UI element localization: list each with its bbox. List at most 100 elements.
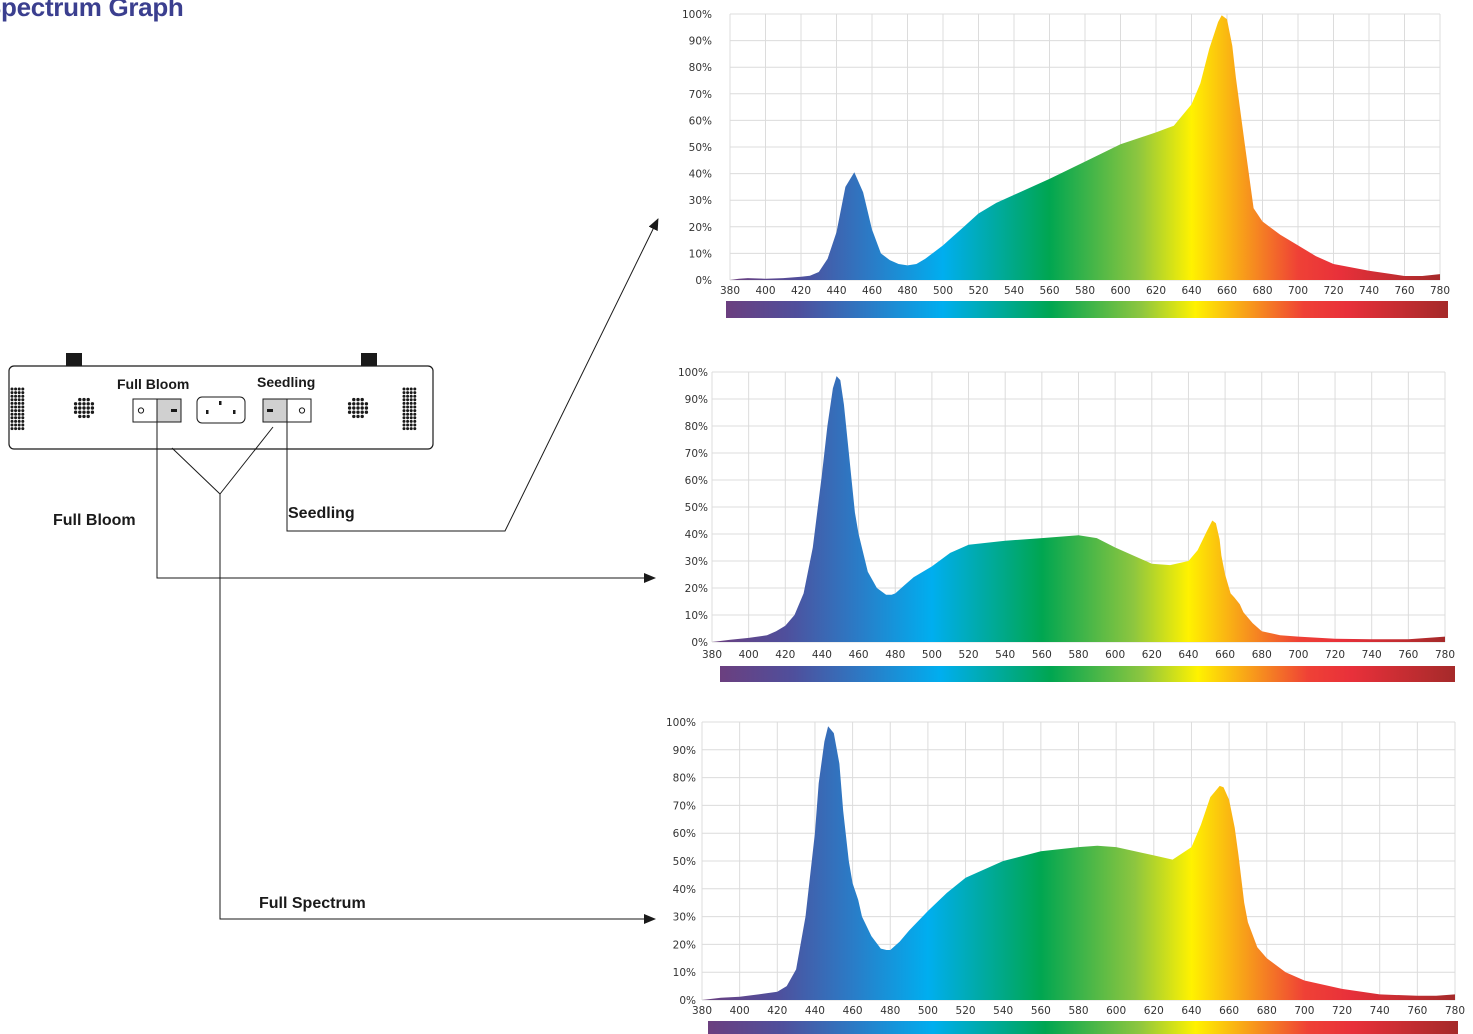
x-tick-label: 400 (730, 1005, 750, 1017)
x-tick-label: 440 (812, 649, 832, 661)
vent-hole (360, 402, 364, 406)
x-tick-label: 760 (1407, 1005, 1427, 1017)
vent-hole (14, 405, 18, 409)
vent-hole (17, 412, 21, 416)
vent-hole (352, 397, 356, 402)
y-tick-label: 0% (695, 275, 712, 287)
vent-hole (17, 423, 21, 427)
vent-hole (352, 406, 356, 410)
y-tick-label: 90% (689, 36, 712, 48)
spectrum-area (730, 15, 1440, 281)
vent-hole (90, 410, 95, 414)
x-tick-label: 620 (1144, 1005, 1164, 1017)
vent-hole (409, 387, 413, 391)
vent-hole (14, 412, 18, 416)
x-tick-label: 640 (1181, 1005, 1201, 1017)
light-fixture: Full Bloom Seedling (8, 353, 434, 450)
x-tick-label: 500 (933, 285, 953, 297)
vent-hole (413, 391, 417, 395)
vent-hole (82, 410, 86, 414)
vent-hole (406, 409, 410, 413)
vent-hole (17, 387, 21, 391)
vent-hole (406, 401, 410, 405)
full-bloom-switch[interactable] (132, 398, 182, 423)
x-tick-label: 520 (959, 649, 979, 661)
vent-hole (360, 406, 364, 410)
vent-hole (413, 409, 417, 413)
y-tick-label: 0% (691, 637, 708, 649)
vent-hole (409, 405, 413, 409)
vent-hole (73, 410, 78, 414)
vent-hole (356, 402, 360, 406)
vent-grille-right-inner (347, 397, 369, 419)
vent-hole (352, 414, 356, 419)
vent-hole (86, 397, 90, 402)
vent-hole (413, 419, 417, 423)
x-tick-label: 680 (1252, 285, 1272, 297)
x-tick-label: 700 (1288, 649, 1308, 661)
x-tick-label: 700 (1294, 1005, 1314, 1017)
vent-hole (364, 402, 369, 406)
vent-hole (10, 427, 14, 431)
y-tick-label: 90% (673, 745, 696, 757)
x-tick-label: 660 (1215, 649, 1235, 661)
vent-hole (10, 394, 14, 398)
spectrum-color-bar (726, 301, 1448, 318)
vent-hole (90, 406, 95, 410)
x-tick-label: 600 (1106, 1005, 1126, 1017)
y-tick-label: 20% (689, 222, 712, 234)
seedling-switch[interactable] (262, 398, 312, 423)
vent-hole (402, 412, 406, 416)
vent-hole (360, 414, 364, 419)
spectrum-area (712, 376, 1445, 642)
vent-hole (21, 394, 25, 398)
y-branch-right (219, 426, 274, 495)
vent-hole (10, 401, 14, 405)
x-tick-label: 460 (843, 1005, 863, 1017)
vent-hole (347, 402, 352, 406)
y-tick-label: 100% (666, 717, 696, 729)
mount-bracket-left (66, 353, 82, 366)
x-tick-label: 760 (1394, 285, 1414, 297)
x-tick-label: 560 (1032, 649, 1052, 661)
x-tick-label: 480 (880, 1005, 900, 1017)
vent-hole (17, 405, 21, 409)
y-tick-label: 50% (685, 502, 708, 514)
vent-hole (409, 398, 413, 402)
x-tick-label: 460 (849, 649, 869, 661)
vent-grille-left (10, 387, 25, 431)
vent-hole (78, 410, 82, 414)
x-tick-label: 680 (1257, 1005, 1277, 1017)
y-tick-label: 80% (689, 62, 712, 74)
x-tick-label: 720 (1325, 649, 1345, 661)
vent-hole (78, 414, 82, 419)
y-tick-label: 70% (685, 448, 708, 460)
x-tick-label: 540 (995, 649, 1015, 661)
vent-hole (406, 416, 410, 420)
x-tick-label: 780 (1430, 285, 1450, 297)
x-tick-label: 560 (1031, 1005, 1051, 1017)
vent-hole (413, 398, 417, 402)
vent-hole (406, 394, 410, 398)
full-spectrum-chart: 0% 10% 20% 30% 40% 50% 60% 70% 80% 90% 100% 380 400 4… (666, 717, 1465, 1034)
full-bloom-connector (156, 422, 656, 583)
x-tick-label: 740 (1362, 649, 1382, 661)
connector-lines (156, 218, 659, 924)
x-tick-label: 740 (1370, 1005, 1390, 1017)
y-tick-label: 60% (689, 115, 712, 127)
vent-hole (360, 410, 364, 414)
x-tick-label: 540 (993, 1005, 1013, 1017)
vent-hole (21, 427, 25, 431)
y-tick-label: 30% (689, 195, 712, 207)
y-tick-label: 60% (685, 475, 708, 487)
vent-hole (347, 410, 352, 414)
vent-hole (17, 401, 21, 405)
x-tick-label: 760 (1398, 649, 1418, 661)
x-tick-label: 600 (1110, 285, 1130, 297)
vent-hole (86, 410, 90, 414)
vent-hole (82, 414, 86, 419)
vent-hole (14, 409, 18, 413)
vent-hole (21, 416, 25, 420)
vent-hole (402, 423, 406, 427)
